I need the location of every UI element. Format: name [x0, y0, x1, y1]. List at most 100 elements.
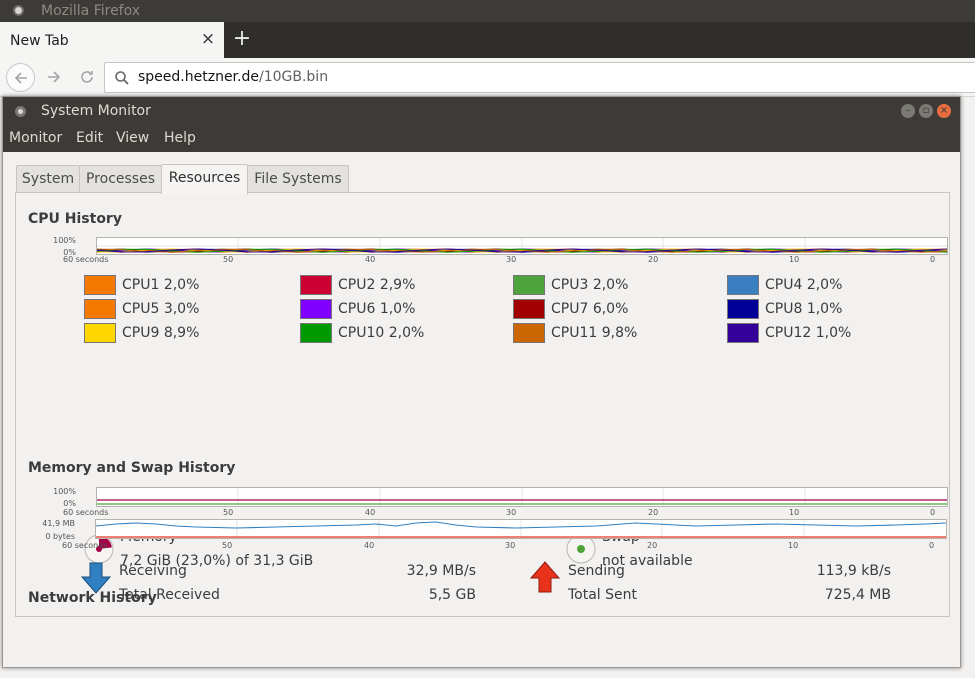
- cpu-legend-label: CPU4 2,0%: [765, 277, 843, 293]
- cpu-x-60: 60 seconds: [63, 255, 109, 264]
- tab-title: New Tab: [10, 33, 69, 49]
- cpu-legend-item[interactable]: CPU4 2,0%: [727, 275, 927, 295]
- cpu-legend-item[interactable]: CPU3 2,0%: [513, 275, 713, 295]
- cpu-legend-item[interactable]: CPU11 9,8%: [513, 323, 713, 343]
- cpu-legend-label: CPU10 2,0%: [338, 325, 425, 341]
- cpu-legend-item[interactable]: CPU8 1,0%: [727, 299, 927, 319]
- new-tab-button[interactable]: +: [232, 26, 252, 51]
- tab-new-tab[interactable]: New Tab ×: [0, 22, 224, 58]
- cpu-series-line: [97, 248, 947, 253]
- cpu-color-swatch[interactable]: [513, 275, 545, 295]
- cpu-color-swatch[interactable]: [513, 299, 545, 319]
- firefox-navbar: speed.hetzner.de/10GB.bin: [0, 58, 975, 97]
- mem-y-min: 0%: [63, 499, 76, 508]
- cpu-legend-label: CPU3 2,0%: [551, 277, 629, 293]
- cpu-legend-item[interactable]: CPU1 2,0%: [84, 275, 284, 295]
- forward-button[interactable]: [40, 63, 68, 91]
- back-button[interactable]: [6, 63, 35, 92]
- url-text: speed.hetzner.de/10GB.bin: [138, 63, 328, 92]
- mem-x-40: 40: [365, 508, 376, 517]
- swap-label: Swap: [602, 529, 640, 545]
- cpu-legend-label: CPU9 8,9%: [122, 325, 200, 341]
- menu-view[interactable]: View: [116, 130, 150, 146]
- memory-value: 7,2 GiB (23,0%) of 31,3 GiB: [120, 553, 314, 569]
- maximize-icon[interactable]: ▫: [919, 104, 933, 118]
- resources-panel: CPU History 100% 0% 60 seconds 50 40 30 …: [15, 192, 950, 617]
- cpu-color-swatch[interactable]: [513, 323, 545, 343]
- cpu-legend-item[interactable]: CPU2 2,9%: [300, 275, 500, 295]
- url-host: speed.hetzner.de: [138, 69, 259, 85]
- mem-x-50: 50: [223, 508, 234, 517]
- cpu-legend-item[interactable]: CPU7 6,0%: [513, 299, 713, 319]
- app-menu-dot-icon[interactable]: [13, 5, 24, 16]
- mem-x-10: 10: [789, 508, 800, 517]
- cpu-history-graph: [96, 237, 948, 255]
- url-bar[interactable]: speed.hetzner.de/10GB.bin: [104, 62, 975, 93]
- menubar: Monitor Edit View Help: [3, 125, 960, 152]
- mem-x-20: 20: [648, 508, 659, 517]
- cpu-x-30: 30: [506, 255, 517, 264]
- cpu-color-swatch[interactable]: [84, 323, 116, 343]
- back-arrow-icon: [14, 72, 27, 84]
- reload-button[interactable]: [73, 63, 101, 91]
- cpu-color-swatch[interactable]: [84, 299, 116, 319]
- cpu-legend-label: CPU1 2,0%: [122, 277, 200, 293]
- cpu-color-swatch[interactable]: [727, 299, 759, 319]
- cpu-legend-label: CPU8 1,0%: [765, 301, 843, 317]
- cpu-x-20: 20: [648, 255, 659, 264]
- reload-icon: [81, 71, 93, 83]
- window-menu-dot-icon[interactable]: [15, 106, 26, 117]
- cpu-color-swatch[interactable]: [300, 299, 332, 319]
- menu-help[interactable]: Help: [164, 130, 196, 146]
- firefox-titlebar: Mozilla Firefox: [0, 0, 975, 22]
- memory-history-plot: [97, 488, 947, 506]
- cpu-series-line: [97, 248, 947, 253]
- cpu-history-plot: [97, 238, 947, 254]
- cpu-x-10: 10: [789, 255, 800, 264]
- memory-label: Memory: [120, 529, 177, 545]
- cpu-legend-label: CPU12 1,0%: [765, 325, 852, 341]
- system-monitor-titlebar[interactable]: System Monitor – ▫ ×: [3, 97, 960, 125]
- cpu-y-max: 100%: [53, 236, 76, 245]
- tab-resources[interactable]: Resources: [161, 164, 248, 194]
- cpu-color-swatch[interactable]: [300, 323, 332, 343]
- cpu-x-50: 50: [223, 255, 234, 264]
- memory-pie-icon: [84, 534, 114, 564]
- cpu-x-0: 0: [930, 255, 936, 264]
- memory-history-graph: [96, 487, 948, 507]
- swap-value: not available: [602, 553, 693, 569]
- cpu-legend-item[interactable]: CPU6 1,0%: [300, 299, 500, 319]
- mem-x-60: 60 seconds: [63, 508, 109, 517]
- minimize-icon[interactable]: –: [901, 104, 915, 118]
- firefox-window-title: Mozilla Firefox: [41, 3, 141, 19]
- tab-file-systems[interactable]: File Systems: [247, 165, 349, 193]
- cpu-legend-label: CPU5 3,0%: [122, 301, 200, 317]
- cpu-x-40: 40: [365, 255, 376, 264]
- cpu-legend-item[interactable]: CPU9 8,9%: [84, 323, 284, 343]
- tab-processes[interactable]: Processes: [79, 165, 162, 193]
- url-path: /10GB.bin: [258, 69, 329, 85]
- mem-x-30: 30: [506, 508, 517, 517]
- cpu-color-swatch[interactable]: [727, 323, 759, 343]
- cpu-legend-item[interactable]: CPU10 2,0%: [300, 323, 500, 343]
- tab-close-icon[interactable]: ×: [200, 29, 216, 49]
- cpu-legend-label: CPU7 6,0%: [551, 301, 629, 317]
- firefox-tabstrip: New Tab × +: [0, 22, 975, 58]
- memory-pie-wedge: [99, 536, 112, 549]
- menu-edit[interactable]: Edit: [76, 130, 104, 146]
- cpu-color-swatch[interactable]: [727, 275, 759, 295]
- mem-y-max: 100%: [53, 487, 76, 496]
- memory-history-title: Memory and Swap History: [28, 460, 236, 476]
- cpu-color-swatch[interactable]: [300, 275, 332, 295]
- network-history-title: Network History: [28, 590, 157, 606]
- tab-system[interactable]: System: [16, 165, 80, 193]
- cpu-legend-label: CPU6 1,0%: [338, 301, 416, 317]
- cpu-legend-item[interactable]: CPU5 3,0%: [84, 299, 284, 319]
- system-monitor-title: System Monitor: [41, 103, 151, 119]
- mem-x-0: 0: [930, 508, 936, 517]
- cpu-legend-label: CPU2 2,9%: [338, 277, 416, 293]
- cpu-legend-item[interactable]: CPU12 1,0%: [727, 323, 927, 343]
- close-icon[interactable]: ×: [937, 104, 951, 118]
- cpu-color-swatch[interactable]: [84, 275, 116, 295]
- menu-monitor[interactable]: Monitor: [9, 130, 63, 146]
